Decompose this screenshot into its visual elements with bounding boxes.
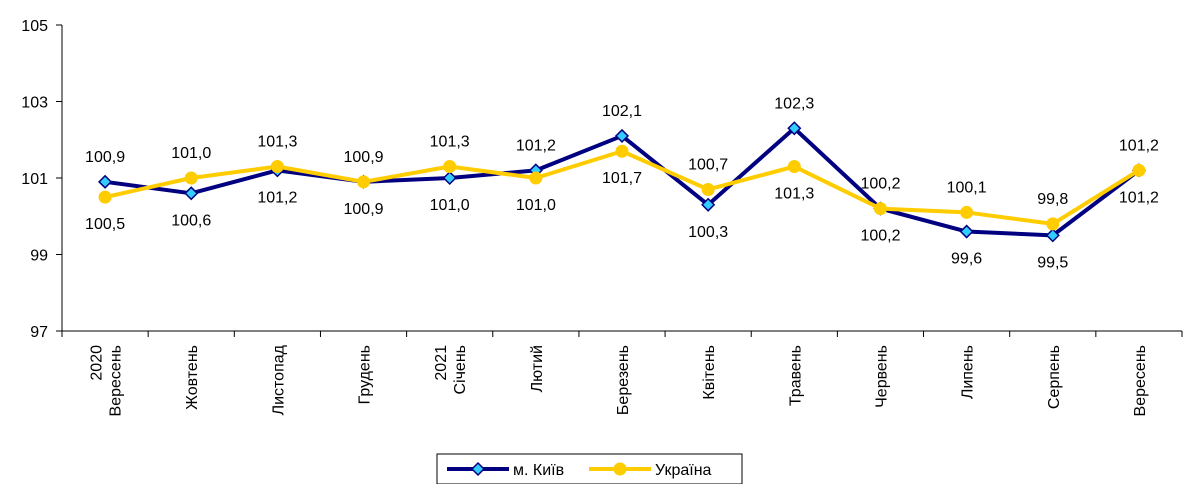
y-tick-label: 97	[30, 324, 48, 341]
data-point-ukraine	[960, 205, 974, 219]
y-tick-label: 103	[21, 95, 48, 112]
x-category-label: Травень	[787, 345, 804, 406]
x-category-label: Жовтень	[184, 345, 201, 410]
data-point-kyiv	[184, 186, 199, 201]
data-point-kyiv	[1045, 228, 1060, 243]
data-point-ukraine	[529, 171, 543, 185]
data-label: 100,5	[85, 216, 125, 233]
data-label: 100,1	[947, 179, 987, 196]
data-label: 100,9	[344, 149, 384, 166]
data-point-kyiv	[959, 224, 974, 239]
data-labels: 100,9 100,6 101,2 100,9 101,0 101,2 102,1 100,3…	[85, 95, 1159, 271]
data-label: 102,1	[602, 103, 642, 120]
data-label: 100,9	[344, 201, 384, 218]
data-point-kyiv	[442, 170, 457, 186]
x-category-label: Грудень	[357, 345, 374, 404]
legend-marker-ukraine	[613, 462, 627, 476]
data-point-kyiv	[614, 128, 630, 143]
data-point-ukraine	[701, 182, 715, 196]
data-label: 100,2	[860, 228, 900, 245]
data-label: 100,7	[688, 156, 728, 173]
x-category-label: Лютий	[529, 345, 546, 392]
data-label: 99,8	[1037, 191, 1068, 208]
data-label: 100,2	[860, 176, 900, 193]
legend-marker-kyiv	[470, 461, 486, 477]
x-category-label: Січень	[452, 345, 469, 395]
data-point-ukraine	[1132, 163, 1146, 177]
data-label: 101,3	[257, 134, 297, 151]
data-label: 100,6	[171, 212, 211, 229]
data-label: 101,3	[430, 134, 470, 151]
legend-label-kyiv: м. Київ	[513, 462, 564, 479]
y-tick-label: 99	[30, 248, 48, 265]
data-point-ukraine	[615, 144, 629, 158]
x-category-label: Березень	[615, 345, 632, 415]
data-point-ukraine	[1046, 217, 1060, 231]
data-point-ukraine	[873, 202, 887, 216]
data-point-kyiv	[98, 174, 113, 189]
data-label: 101,2	[1119, 137, 1159, 154]
data-label: 101,2	[257, 189, 297, 206]
y-tick-label: 101	[21, 171, 48, 188]
x-category-label: 2021	[433, 345, 450, 381]
data-label: 101,0	[430, 197, 470, 214]
data-label: 101,3	[774, 186, 814, 203]
data-label: 101,7	[602, 170, 642, 187]
data-label: 100,3	[688, 224, 728, 241]
x-category-label: Липень	[960, 345, 977, 399]
data-point-kyiv	[787, 121, 802, 136]
data-point-ukraine	[98, 190, 112, 204]
x-category-label: Червень	[873, 345, 890, 408]
data-point-ukraine	[443, 160, 457, 174]
data-label: 99,6	[951, 251, 982, 268]
data-label: 99,5	[1037, 254, 1068, 271]
y-tick-label: 105	[21, 18, 48, 35]
data-point-ukraine	[270, 160, 284, 174]
data-label: 101,0	[171, 145, 211, 162]
legend: м. Київ Україна	[436, 453, 743, 484]
data-label: 100,9	[85, 149, 125, 166]
legend-label-ukraine: Україна	[655, 462, 712, 479]
data-label: 101,0	[516, 197, 556, 214]
series-lines	[98, 121, 1146, 243]
x-category-label: 2020	[89, 345, 106, 381]
x-category-label: Вересень	[108, 345, 125, 416]
data-label: 101,2	[516, 137, 556, 154]
x-category-label: Листопад	[270, 344, 287, 415]
data-point-ukraine	[357, 175, 371, 189]
x-category-label: Квітень	[701, 345, 718, 400]
data-point-ukraine	[787, 160, 801, 174]
data-point-ukraine	[184, 171, 198, 185]
data-label: 102,3	[774, 95, 814, 112]
data-point-kyiv	[701, 197, 716, 212]
x-category-label: Серпень	[1046, 345, 1063, 409]
data-label: 101,2	[1119, 189, 1159, 206]
x-category-label: Вересень	[1132, 345, 1149, 416]
